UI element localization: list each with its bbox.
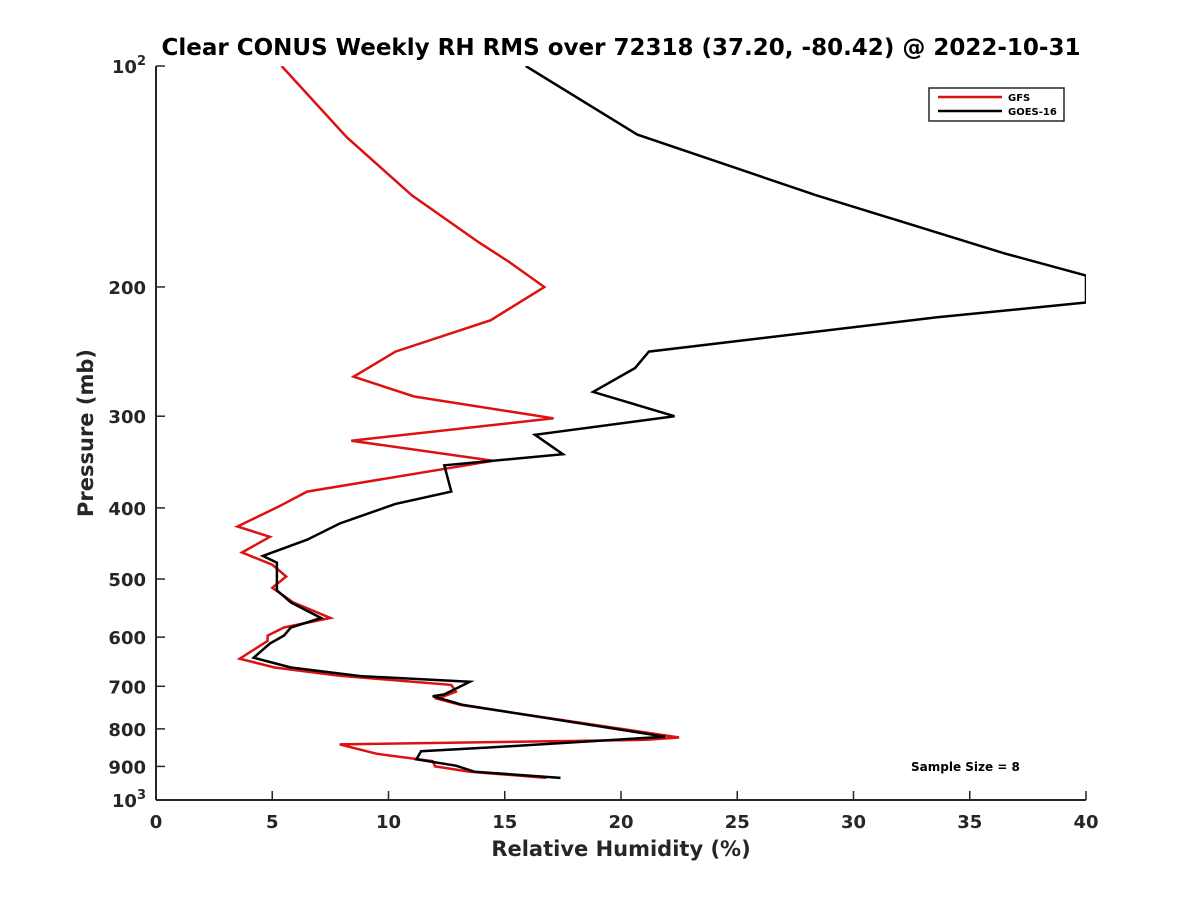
y-tick-label: 300 bbox=[108, 407, 146, 428]
y-tick-label: 103 bbox=[112, 788, 146, 812]
x-tick-label: 20 bbox=[608, 812, 633, 833]
legend-label-gfs: GFS bbox=[1008, 93, 1030, 104]
legend: GFS GOES-16 bbox=[928, 87, 1065, 122]
x-tick-label: 10 bbox=[376, 812, 401, 833]
x-tick-label: 35 bbox=[957, 812, 982, 833]
y-tick-label: 800 bbox=[108, 720, 146, 741]
x-tick-label: 40 bbox=[1073, 812, 1098, 833]
legend-box bbox=[928, 87, 1065, 122]
x-tick-label: 25 bbox=[725, 812, 750, 833]
x-tick-label: 0 bbox=[150, 812, 163, 833]
chart-title: Clear CONUS Weekly RH RMS over 72318 (37… bbox=[162, 35, 1081, 61]
sample-size-annotation: Sample Size = 8 bbox=[911, 760, 1020, 774]
y-tick-label: 700 bbox=[108, 677, 146, 698]
x-ticks: 0 5 10 15 20 25 30 35 40 bbox=[150, 791, 1099, 833]
x-tick-label: 30 bbox=[841, 812, 866, 833]
y-tick-label: 400 bbox=[108, 499, 146, 520]
y-ticks: 102 200 300 400 500 600 700 800 900 103 bbox=[108, 54, 165, 812]
x-tick-label: 5 bbox=[266, 812, 279, 833]
y-tick-label: 600 bbox=[108, 628, 146, 649]
y-tick-label: 900 bbox=[108, 757, 146, 778]
y-tick-label: 500 bbox=[108, 570, 146, 591]
axes-layer bbox=[155, 66, 1086, 801]
legend-label-goes-16: GOES-16 bbox=[1008, 107, 1057, 118]
x-tick-label: 15 bbox=[492, 812, 517, 833]
y-tick-label: 102 bbox=[112, 54, 146, 78]
series-layer bbox=[234, 66, 1086, 780]
series-line-goes-16 bbox=[251, 66, 1086, 780]
x-axis-label: Relative Humidity (%) bbox=[491, 837, 750, 861]
y-tick-label: 200 bbox=[108, 278, 146, 299]
y-axis-label: Pressure (mb) bbox=[74, 349, 98, 517]
series-line-gfs bbox=[234, 66, 680, 780]
